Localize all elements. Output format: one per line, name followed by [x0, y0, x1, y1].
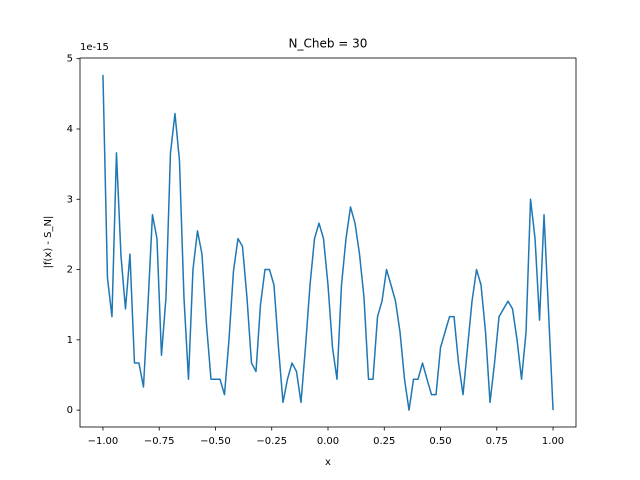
y-tick-label: 4	[67, 124, 73, 135]
y-tick-label: 2	[67, 265, 73, 276]
plot-frame	[79, 57, 577, 428]
y-axis-label: |f(x) - S_N|	[43, 216, 54, 269]
x-axis-label: x	[325, 457, 331, 468]
x-tick-label: −0.25	[256, 436, 287, 447]
y-tick-label: 5	[67, 54, 73, 65]
x-tick-label: −0.75	[144, 436, 175, 447]
x-tick-label: −1.00	[88, 436, 119, 447]
x-tick-label: −0.50	[200, 436, 231, 447]
y-offset-text: 1e-15	[80, 42, 109, 53]
y-tick-label: 0	[67, 405, 73, 416]
y-tick-label: 3	[67, 194, 73, 205]
x-tick-label: 1.00	[542, 436, 564, 447]
x-tick-label: 0.50	[429, 436, 451, 447]
chart-title: N_Cheb = 30	[289, 37, 368, 51]
x-tick-label: 0.25	[373, 436, 395, 447]
data-line	[102, 74, 554, 411]
x-tick-label: 0.75	[486, 436, 508, 447]
y-tick-label: 1	[67, 335, 73, 346]
x-tick-label: 0.00	[317, 436, 339, 447]
